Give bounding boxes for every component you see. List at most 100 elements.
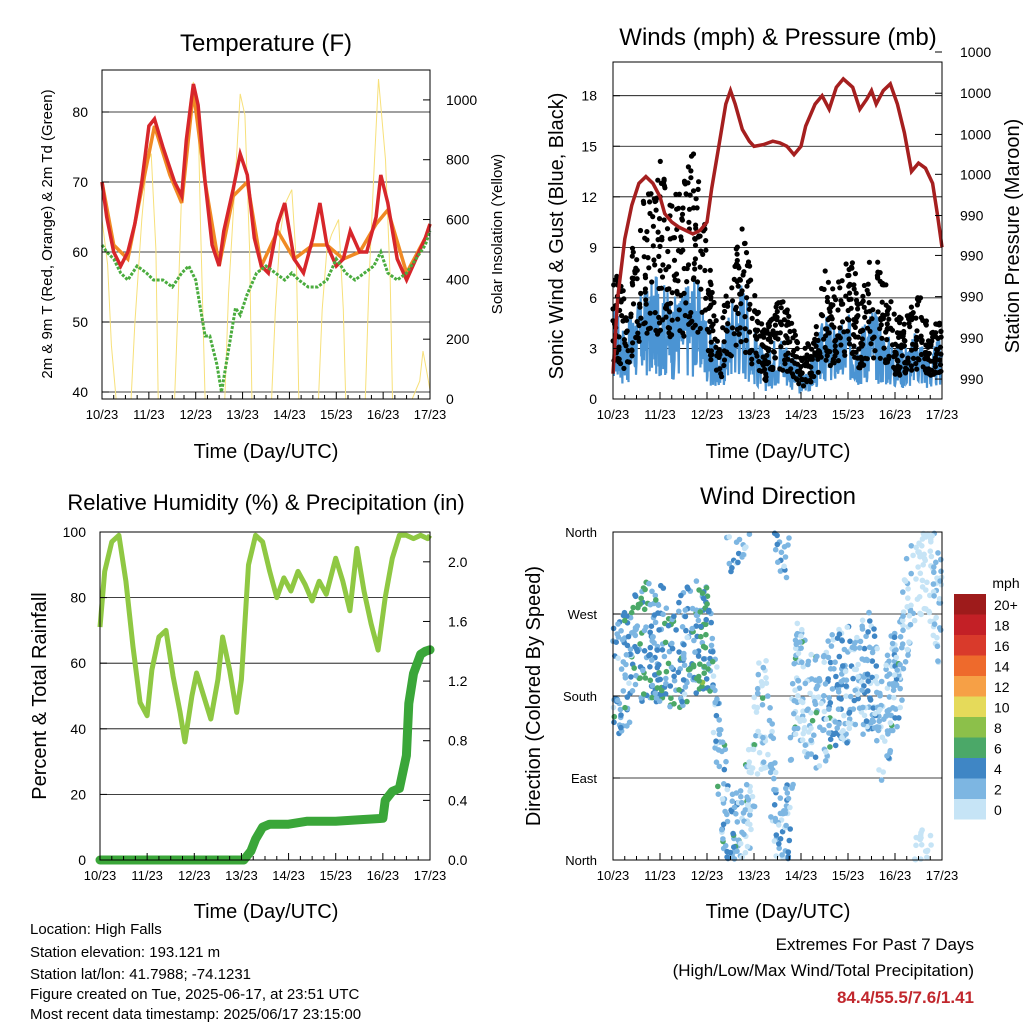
direction-point — [828, 643, 835, 649]
gust-point — [695, 186, 701, 192]
direction-point — [681, 641, 687, 648]
gust-point — [619, 313, 625, 319]
gust-point — [694, 205, 700, 211]
direction-point — [703, 676, 710, 682]
gust-point — [629, 280, 635, 286]
direction-point — [625, 633, 632, 640]
direction-point — [771, 786, 777, 793]
direction-point — [662, 639, 669, 646]
gust-point — [914, 296, 921, 302]
gust-point — [784, 307, 790, 313]
gust-point — [787, 339, 793, 345]
direction-point — [713, 712, 720, 719]
direction-point — [745, 801, 752, 807]
direction-point — [656, 627, 662, 633]
direction-point — [678, 592, 684, 599]
direction-point — [763, 675, 769, 681]
direction-point — [904, 646, 911, 653]
gust-point — [822, 268, 828, 274]
direction-point — [866, 609, 872, 616]
gust-point — [870, 307, 876, 313]
direction-point — [897, 685, 903, 692]
gust-point — [749, 315, 755, 321]
direction-point — [769, 721, 775, 727]
legend-swatch — [954, 737, 986, 758]
direction-point — [773, 853, 779, 859]
direction-point — [845, 720, 852, 726]
direction-point — [632, 681, 639, 688]
direction-point — [637, 675, 643, 681]
gust-point — [923, 322, 929, 328]
direction-point — [671, 701, 677, 707]
direction-point — [771, 802, 778, 808]
gust-point — [629, 245, 636, 251]
direction-point — [624, 694, 631, 700]
gust-point — [839, 319, 846, 325]
gust-point — [652, 262, 658, 268]
legend-label: 6 — [994, 741, 1002, 757]
direction-point — [646, 580, 652, 587]
gust-point — [679, 211, 686, 217]
direction-point — [794, 715, 801, 721]
gust-point — [696, 179, 702, 185]
direction-point — [833, 730, 839, 736]
direction-point — [889, 640, 896, 647]
gust-point — [749, 356, 755, 362]
direction-point — [663, 605, 670, 611]
direction-point — [649, 588, 655, 595]
info-recent: Most recent data timestamp: 2025/06/17 2… — [30, 1006, 362, 1023]
y2-tick-label: 0 — [446, 391, 454, 407]
direction-point — [785, 795, 792, 802]
gust-point — [703, 295, 709, 301]
gust-point — [801, 355, 807, 361]
gust-point — [707, 352, 714, 358]
y2-tick-label: 1000 — [960, 44, 991, 60]
direction-point — [855, 691, 861, 697]
direction-point — [913, 576, 919, 582]
y-tick-label: 40 — [72, 384, 88, 400]
direction-point — [653, 597, 659, 603]
gust-point — [688, 175, 694, 181]
direction-point — [908, 602, 914, 609]
gust-point — [650, 223, 657, 229]
direction-point — [716, 763, 723, 770]
direction-point — [771, 838, 778, 844]
gust-point — [637, 227, 644, 234]
gust-point — [745, 279, 752, 285]
x-tick-label: 14/23 — [272, 868, 305, 883]
gust-point — [835, 358, 842, 364]
x-tick-label: 17/23 — [926, 868, 959, 883]
gust-point — [913, 361, 919, 367]
humidity-ylabel: Percent & Total Rainfall — [29, 592, 51, 800]
gust-point — [879, 299, 885, 305]
winds-title: Winds (mph) & Pressure (mb) — [619, 24, 936, 51]
direction-point — [753, 732, 759, 739]
y2-tick-label: 1000 — [446, 92, 477, 108]
y2-tick-label: 1000 — [960, 85, 991, 101]
direction-point — [713, 738, 719, 744]
gust-point — [690, 188, 697, 194]
gust-point — [757, 333, 763, 339]
direction-point — [912, 856, 918, 862]
direction-point — [701, 670, 707, 676]
gust-point — [628, 314, 634, 320]
direction-point — [642, 675, 649, 681]
gust-point — [723, 293, 729, 299]
gust-point — [681, 178, 688, 184]
gust-point — [772, 312, 778, 318]
direction-point — [622, 704, 628, 711]
speed-legend: mph 20+ 18 16 14 12 10 8 6 4 2 0 — [954, 575, 1020, 820]
humidity-xlabel: Time (Day/UTC) — [194, 901, 339, 923]
direction-ylabel: Direction (Colored By Speed) — [523, 566, 545, 826]
direction-point — [872, 678, 879, 684]
gust-point — [784, 335, 790, 341]
gust-point — [698, 248, 704, 254]
gust-point — [760, 362, 767, 368]
y2-tick-label: 1.6 — [448, 613, 468, 629]
winds-pressure-panel: Winds (mph) & Pressure (mb) 0 3 6 9 12 15 18 99… — [546, 24, 1024, 463]
extremes-values: 84.4/55.5/7.6/1.41 — [836, 988, 974, 1007]
x-tick-label: 16/23 — [367, 868, 400, 883]
direction-point — [756, 749, 763, 756]
direction-point — [871, 633, 878, 639]
gust-point — [893, 350, 899, 356]
